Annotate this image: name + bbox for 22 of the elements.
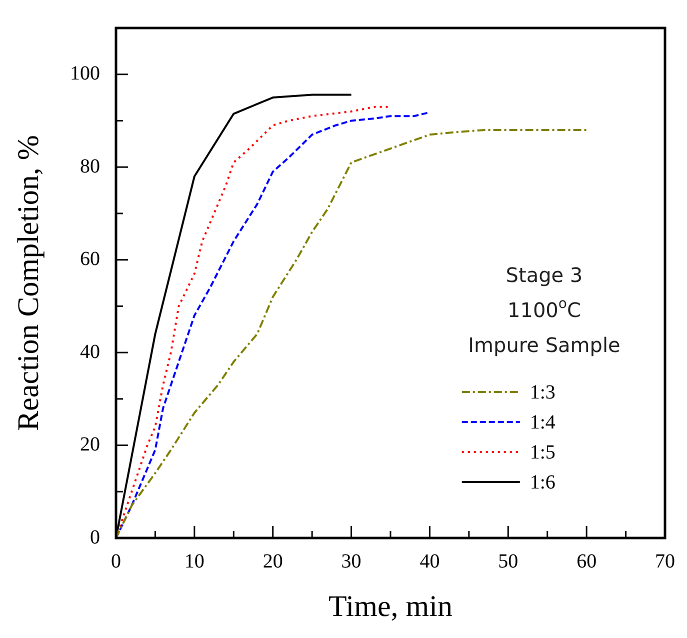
- x-axis-title: Time, min: [328, 590, 452, 623]
- x-tick-label: 10: [184, 550, 204, 572]
- legend-label: 1:3: [530, 381, 556, 404]
- x-tick-label: 70: [655, 550, 675, 572]
- x-tick-label: 20: [262, 550, 283, 572]
- y-tick-label: 80: [80, 155, 100, 178]
- x-tick-label: 40: [420, 550, 440, 572]
- x-tick-label: 30: [341, 550, 362, 572]
- y-tick-label: 0: [90, 526, 100, 548]
- x-tick-label: 50: [498, 550, 518, 572]
- y-tick-label: 60: [80, 248, 100, 270]
- legend-label: 1:6: [530, 471, 556, 494]
- y-tick-label: 100: [70, 62, 100, 85]
- x-tick-label: 60: [576, 550, 597, 572]
- legend-label: 1:4: [530, 411, 556, 434]
- x-tick-label: 0: [111, 550, 121, 572]
- legend-label: 1:5: [530, 441, 556, 464]
- annotation: Impure Sample: [468, 333, 620, 357]
- y-tick-label: 20: [80, 434, 100, 456]
- annotation: Stage 3: [506, 263, 583, 287]
- y-axis-title: Reaction Completion, %: [12, 135, 45, 431]
- y-tick-label: 40: [80, 340, 100, 363]
